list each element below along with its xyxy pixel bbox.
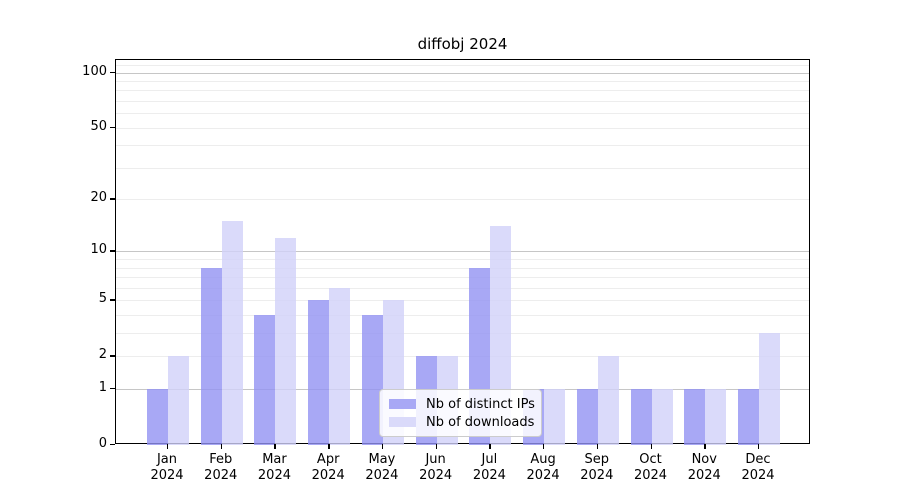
- bar-downloads-sep: [597, 356, 619, 445]
- gridline-minor-y-5: [116, 300, 809, 302]
- x-tick-label-jan: Jan 2024: [150, 452, 184, 483]
- x-tick-jan: [167, 444, 169, 449]
- gridline-minor-y-80: [116, 90, 809, 92]
- bar-distinct-ips-oct: [630, 389, 652, 445]
- x-tick-label-jul: Jul 2024: [472, 452, 506, 483]
- bar-distinct-ips-jan: [147, 389, 168, 445]
- gridline-minor-y-20: [116, 199, 809, 201]
- gridline-major-y-10: [116, 251, 809, 253]
- gridline-minor-y-70: [116, 100, 809, 102]
- bar-distinct-ips-dec: [738, 389, 759, 445]
- gridline-minor-y-50: [116, 127, 809, 129]
- y-tick-label-50: 50: [90, 118, 107, 134]
- plot-area: Nb of distinct IPs Nb of downloads: [115, 59, 810, 445]
- gridline-minor-y-30: [116, 167, 809, 169]
- x-tick-label-dec: Dec 2024: [741, 452, 775, 483]
- gridline-minor-y-90: [116, 80, 809, 82]
- x-tick-label-aug: Aug 2024: [526, 452, 560, 483]
- x-tick-jun: [435, 444, 438, 449]
- bar-downloads-oct: [651, 389, 673, 445]
- bar-distinct-ips-sep: [576, 389, 598, 445]
- x-tick-nov: [704, 444, 706, 449]
- y-tick-label-5: 5: [98, 291, 107, 307]
- gridline-minor-y-3: [116, 333, 809, 335]
- y-tick-label-0: 0: [98, 436, 107, 451]
- gridline-minor-y-2: [116, 356, 809, 358]
- x-tick-label-may: May 2024: [365, 452, 399, 483]
- bar-downloads-jan: [168, 356, 189, 445]
- y-tick-label-100: 100: [82, 63, 107, 79]
- gridline-minor-y-110: [116, 64, 809, 66]
- x-tick-label-mar: Mar 2024: [257, 452, 291, 483]
- y-tick-2: [110, 355, 115, 357]
- x-tick-label-oct: Oct 2024: [633, 452, 668, 483]
- x-tick-sep: [596, 444, 599, 449]
- y-tick-100: [110, 71, 115, 73]
- bar-downloads-apr: [329, 287, 351, 445]
- legend: Nb of distinct IPs Nb of downloads: [379, 389, 542, 437]
- y-tick-10: [110, 250, 115, 252]
- x-tick-label-apr: Apr 2024: [311, 452, 345, 483]
- legend-swatch-icon: [389, 417, 416, 427]
- bar-distinct-ips-feb: [200, 267, 222, 445]
- y-tick-0: [110, 444, 115, 446]
- legend-item-distinct-ips: Nb of distinct IPs: [389, 396, 535, 412]
- gridline-minor-y-4: [116, 315, 809, 317]
- x-tick-feb: [220, 444, 223, 449]
- gridline-minor-y-8: [116, 267, 809, 269]
- x-tick-aug: [543, 444, 545, 449]
- y-tick-label-10: 10: [90, 242, 107, 258]
- chart-title: diffobj 2024: [417, 35, 508, 53]
- y-tick-label-1: 1: [98, 380, 107, 396]
- x-tick-jul: [489, 444, 491, 449]
- bar-downloads-aug: [544, 389, 566, 445]
- legend-label: Nb of distinct IPs: [426, 396, 535, 412]
- bar-distinct-ips-apr: [308, 300, 330, 445]
- y-tick-20: [110, 198, 115, 200]
- x-tick-label-feb: Feb 2024: [204, 452, 238, 483]
- x-tick-label-jun: Jun 2024: [419, 452, 453, 483]
- x-tick-label-sep: Sep 2024: [580, 452, 614, 483]
- bar-downloads-nov: [705, 389, 727, 445]
- y-tick-label-20: 20: [90, 190, 107, 206]
- bar-distinct-ips-may: [361, 315, 383, 445]
- gridline-minor-y-9: [116, 259, 809, 261]
- bar-downloads-dec: [759, 333, 780, 445]
- gridline-minor-y-40: [116, 145, 809, 147]
- bar-distinct-ips-nov: [684, 389, 706, 445]
- bar-distinct-ips-mar: [254, 315, 276, 445]
- x-tick-dec: [758, 444, 760, 449]
- x-tick-mar: [274, 444, 276, 449]
- y-tick-label-2: 2: [98, 347, 107, 363]
- y-tick-50: [110, 126, 115, 129]
- gridline-minor-y-60: [116, 113, 809, 115]
- x-tick-label-nov: Nov 2024: [687, 452, 721, 483]
- y-tick-5: [110, 299, 115, 301]
- legend-label: Nb of downloads: [426, 414, 535, 430]
- y-tick-1: [110, 388, 115, 390]
- gridline-minor-y-6: [116, 287, 809, 289]
- bar-downloads-feb: [221, 221, 243, 445]
- legend-swatch-icon: [389, 399, 416, 409]
- bar-downloads-mar: [275, 238, 297, 445]
- x-tick-oct: [650, 444, 652, 449]
- x-tick-may: [381, 444, 384, 449]
- x-tick-apr: [328, 444, 330, 449]
- gridline-major-y-100: [116, 72, 809, 74]
- legend-item-downloads: Nb of downloads: [389, 414, 535, 430]
- gridline-minor-y-7: [116, 277, 809, 279]
